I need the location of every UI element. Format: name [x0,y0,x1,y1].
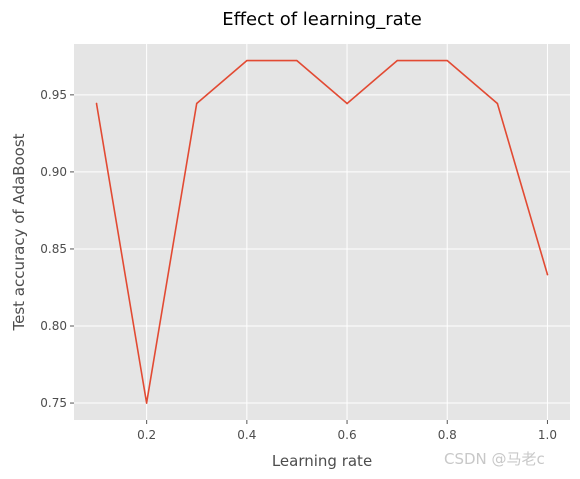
y-tick-label: 0.95 [40,88,67,102]
data-point [546,273,549,276]
data-point [446,59,449,62]
y-tick-label: 0.75 [40,396,67,410]
data-point [246,59,248,62]
data-point [496,102,499,105]
plot-area [74,44,570,420]
y-tick-label: 0.90 [40,165,67,179]
data-points [95,59,549,404]
data-point [346,102,348,105]
chart-title: Effect of learning_rate [222,9,422,30]
data-point [145,402,148,404]
series-line [95,59,549,404]
x-axis-label: Learning rate [272,452,372,470]
y-tick-label: 0.85 [40,242,67,256]
data-point [396,59,398,62]
data-point [195,102,198,105]
watermark: CSDN @马老c [444,450,545,468]
x-tick-label: 0.8 [438,428,457,442]
y-tick-label: 0.80 [40,319,67,333]
x-tick-label: 1.0 [538,428,557,442]
data-point [296,59,298,62]
y-ticks: 0.75 0.80 0.85 0.90 0.95 [40,88,74,410]
x-ticks: 0.2 0.4 0.6 0.8 1.0 [137,420,557,442]
data-point [95,102,98,105]
x-tick-label: 0.2 [137,428,156,442]
x-tick-label: 0.4 [237,428,256,442]
x-tick-label: 0.6 [338,428,357,442]
y-axis-label: Test accuracy of AdaBoost [10,133,28,331]
